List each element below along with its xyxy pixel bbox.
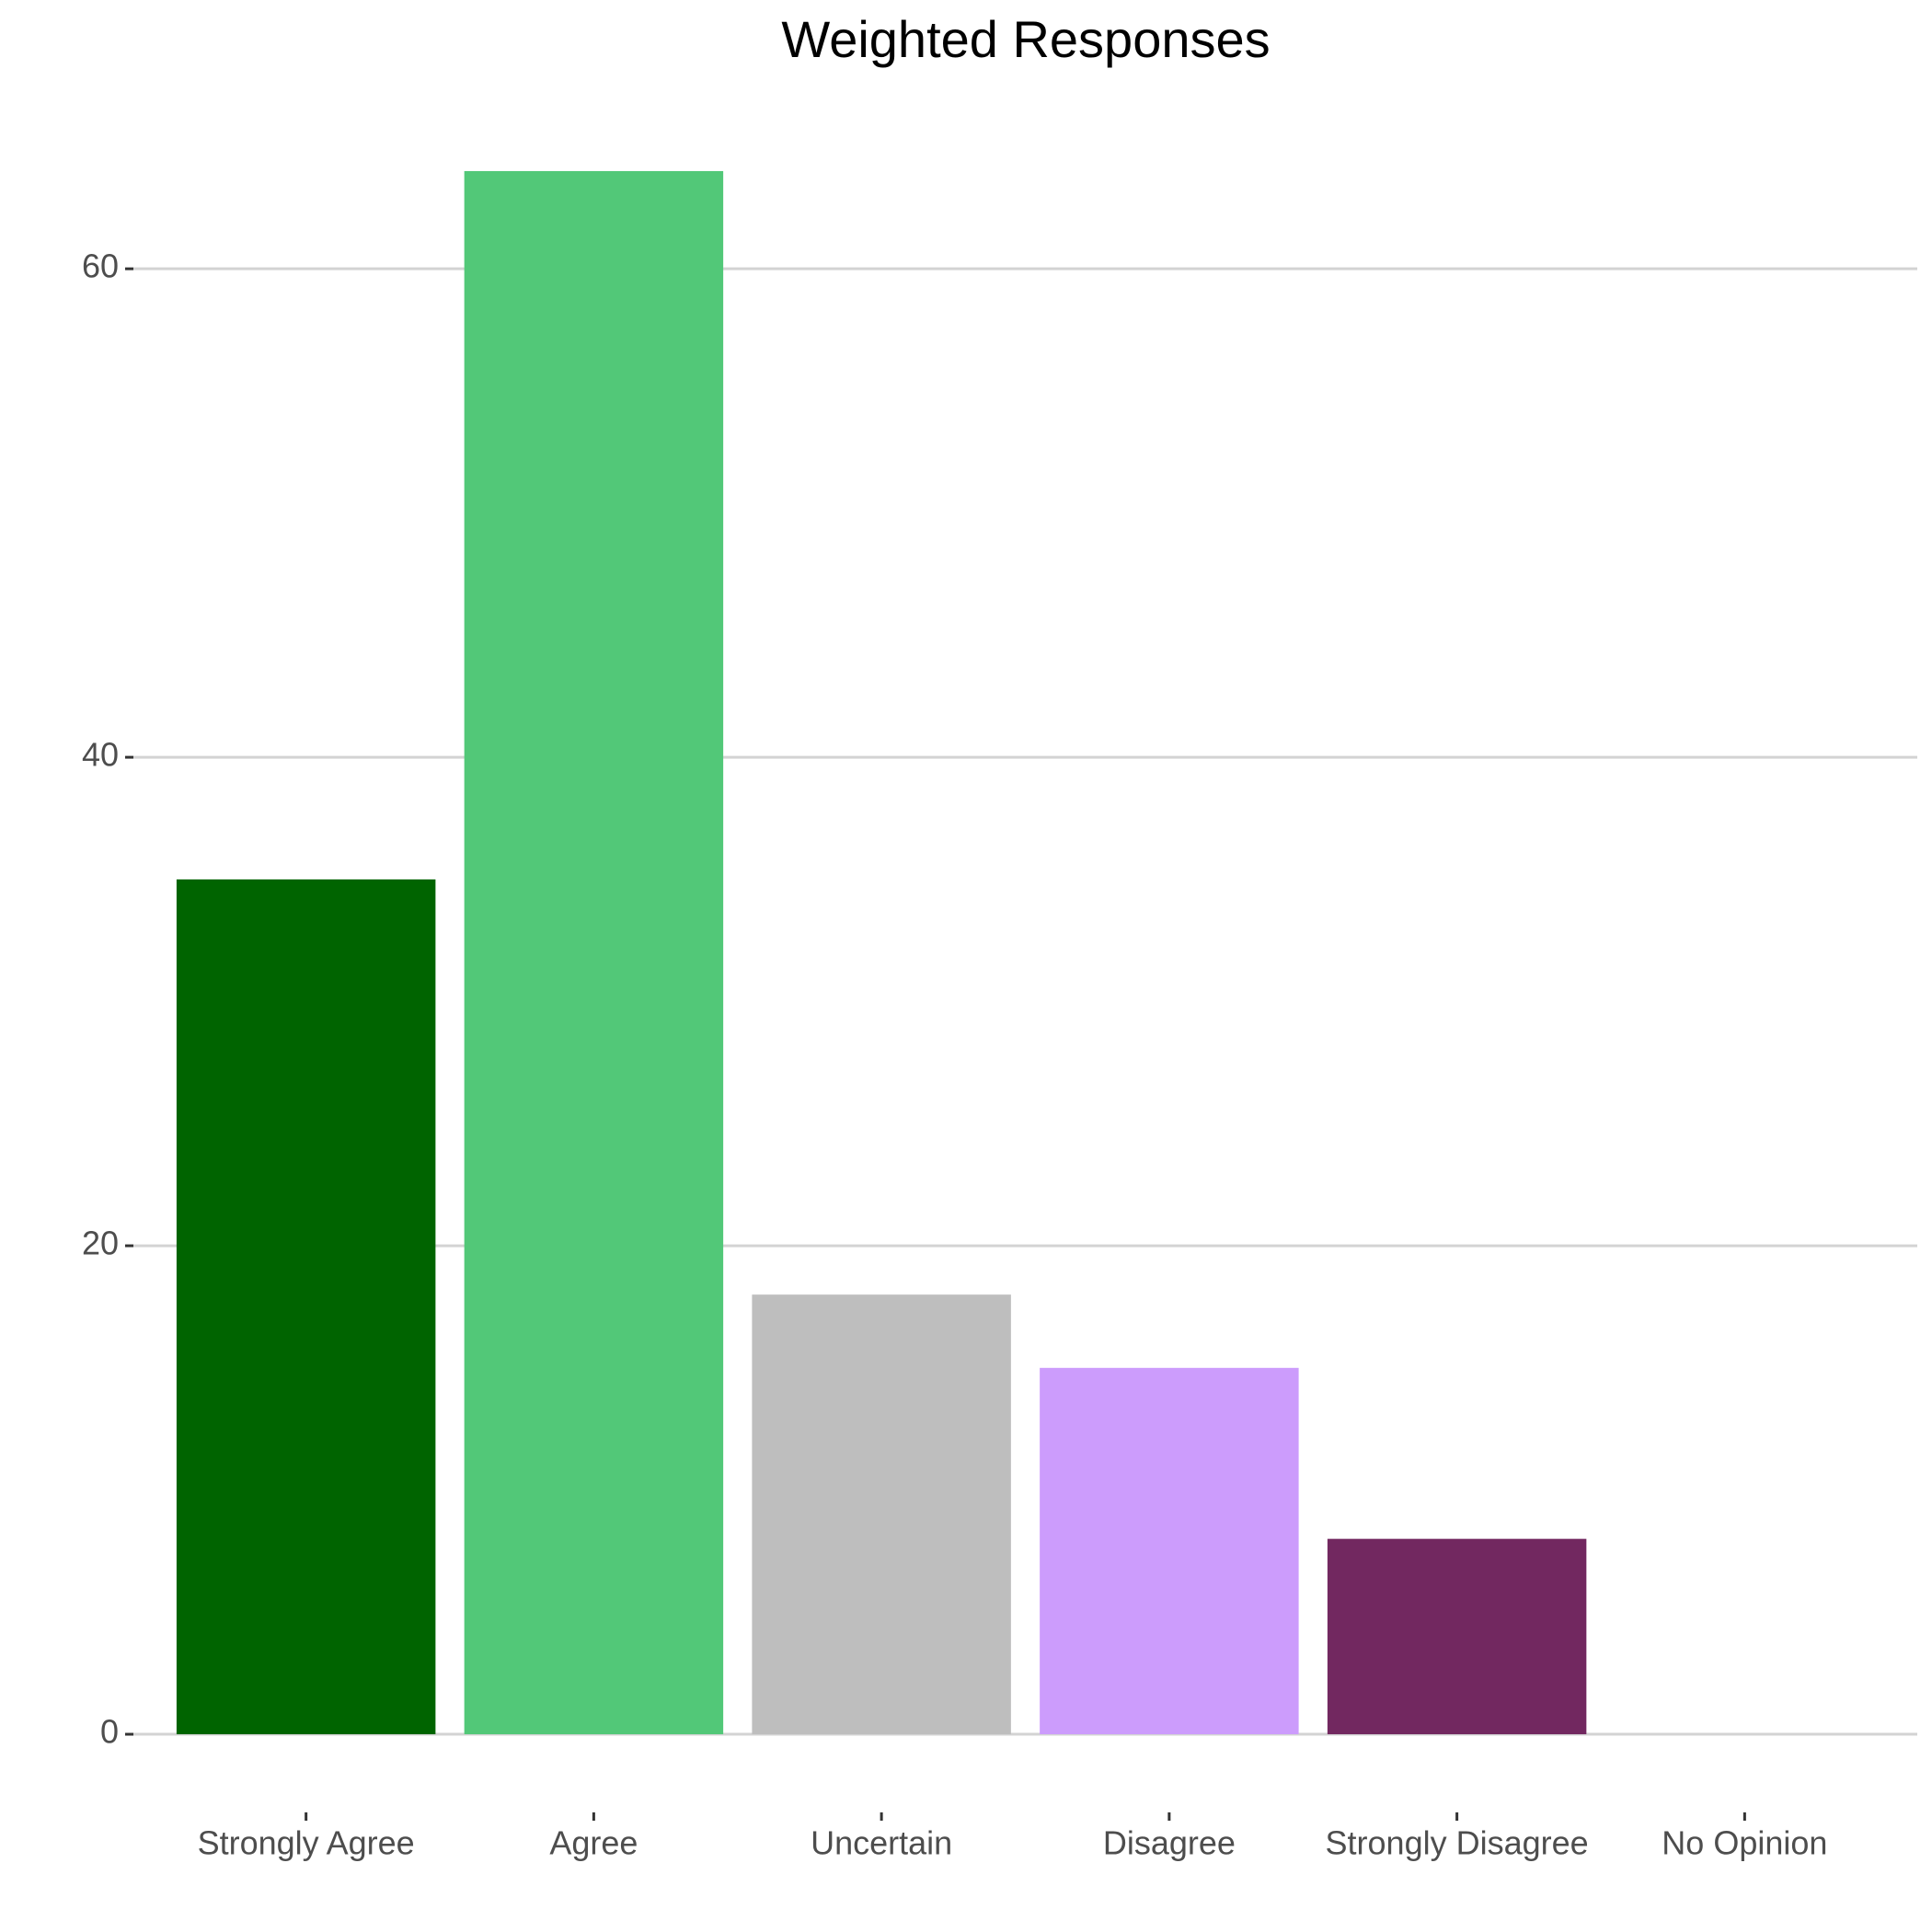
y-tick-label: 40 [82, 736, 119, 774]
bar [1327, 1538, 1587, 1735]
chart-title: Weighted Responses [781, 10, 1270, 68]
x-tick-label: Disagree [1103, 1824, 1236, 1862]
y-tick-label: 20 [82, 1225, 119, 1262]
bar [464, 170, 724, 1735]
y-tick-label: 0 [100, 1713, 119, 1751]
x-tick-label: No Opinion [1662, 1824, 1827, 1862]
x-tick-label: Agree [549, 1824, 638, 1862]
bar [176, 879, 436, 1735]
x-tick-label: Strongly Agree [198, 1824, 415, 1862]
y-tick-label: 60 [82, 247, 119, 285]
x-tick-label: Strongly Disagree [1326, 1824, 1589, 1862]
bar [752, 1294, 1011, 1735]
bar [1040, 1367, 1299, 1735]
x-tick-label: Uncertain [811, 1824, 952, 1862]
